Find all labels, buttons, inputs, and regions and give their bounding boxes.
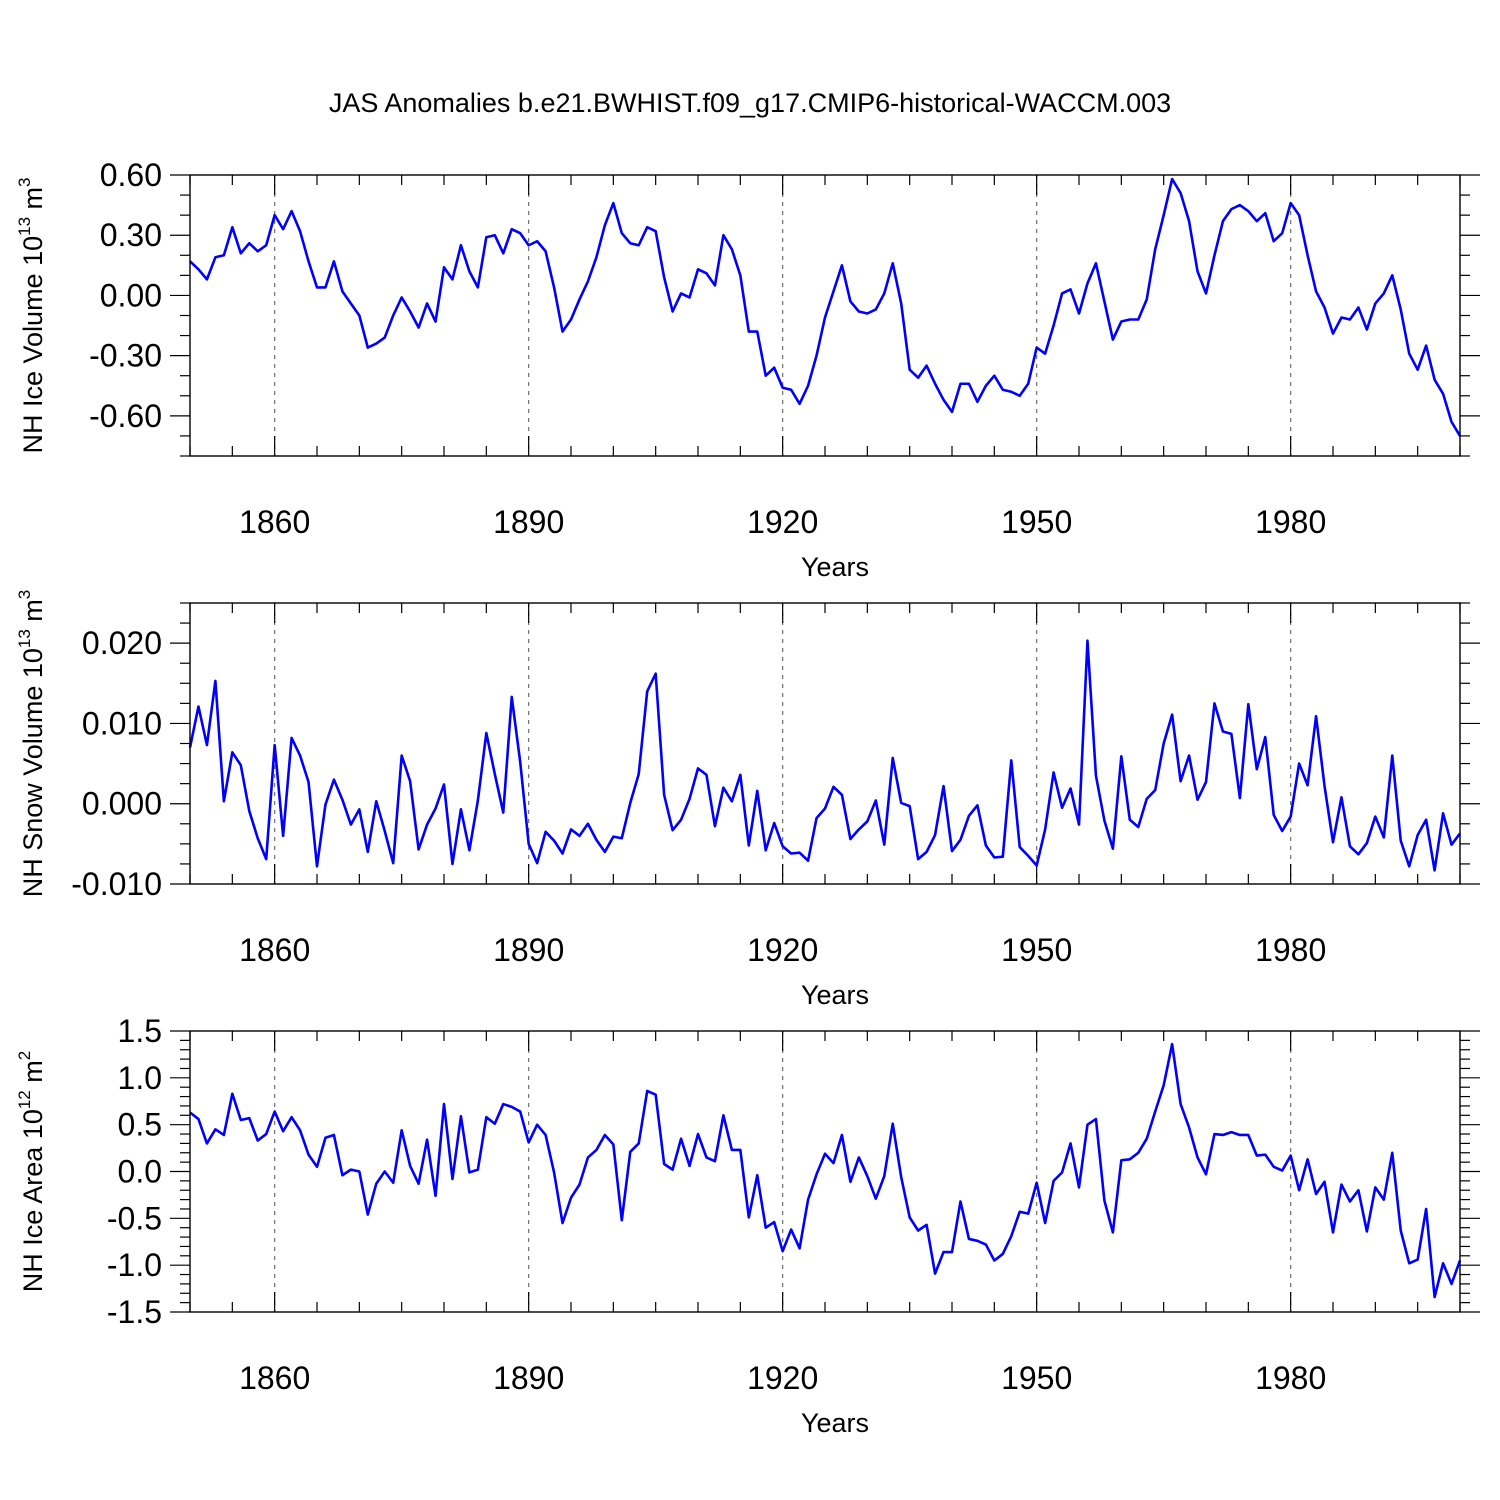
y-axis-title: NH Ice Area 1012 m2 xyxy=(15,1051,48,1292)
y-axis-title-unit-exponent: 3 xyxy=(15,178,34,187)
x-tick-label: 1920 xyxy=(747,932,818,968)
x-tick-label: 1890 xyxy=(493,932,564,968)
y-axis-title-unit-exponent: 3 xyxy=(15,590,34,599)
y-tick-label: 0.000 xyxy=(82,786,162,822)
y-axis-title: NH Ice Volume 1013 m3 xyxy=(15,178,48,454)
y-tick-label: 1.0 xyxy=(118,1060,162,1096)
y-axis-title-exponent: 12 xyxy=(15,1090,34,1109)
x-tick-label: 1860 xyxy=(239,1360,310,1396)
x-tick-label: 1860 xyxy=(239,932,310,968)
x-tick-label: 1860 xyxy=(239,504,310,540)
x-tick-label: 1920 xyxy=(747,504,818,540)
panel-snow-volume: 0.020 0.010 0.000 -0.010 1860 1890 1920 1950 198… xyxy=(15,590,1480,1010)
y-axis-title: NH Snow Volume 1013 m3 xyxy=(15,590,48,898)
y-tick-label: 0.00 xyxy=(100,277,162,313)
y-tick-label: -0.30 xyxy=(89,338,162,374)
y-tick-label: 0.60 xyxy=(100,157,162,193)
x-axis-title: Years xyxy=(801,1408,869,1438)
y-axis-title-exponent: 13 xyxy=(15,629,34,648)
y-tick-label: 0.0 xyxy=(118,1154,162,1190)
panel-ice-volume: 0.60 0.30 0.00 -0.30 -0.60 1860 1890 1920 1950 19… xyxy=(15,157,1480,582)
series-line-nh-ice-volume xyxy=(189,177,1462,437)
y-tick-label: 1.5 xyxy=(118,1013,162,1049)
y-tick-label: -0.010 xyxy=(71,866,162,902)
x-axis-title: Years xyxy=(801,552,869,582)
y-tick-label: -0.5 xyxy=(107,1200,162,1236)
x-tick-label: 1920 xyxy=(747,1360,818,1396)
y-tick-label: 0.020 xyxy=(82,625,162,661)
plot-frame xyxy=(189,1030,1461,1313)
x-tick-label: 1890 xyxy=(493,504,564,540)
y-tick-label: -0.60 xyxy=(89,398,162,434)
y-axis-title-main: NH Ice Volume 10 xyxy=(18,236,48,454)
plot-frame xyxy=(189,602,1461,885)
plot-frame xyxy=(189,174,1461,457)
y-axis-title-unit: m xyxy=(18,599,48,629)
y-axis-title-unit: m xyxy=(18,187,48,217)
y-axis-title-unit-exponent: 2 xyxy=(15,1051,34,1060)
x-tick-label: 1980 xyxy=(1255,504,1326,540)
x-tick-label: 1980 xyxy=(1255,1360,1326,1396)
series-line-nh-ice-area xyxy=(189,1042,1462,1299)
y-axis-title-main: NH Ice Area 10 xyxy=(18,1109,48,1292)
x-tick-label: 1950 xyxy=(1001,932,1072,968)
series-line-nh-snow-volume xyxy=(188,639,1462,872)
x-axis-title: Years xyxy=(801,980,869,1010)
y-tick-label: -1.5 xyxy=(107,1294,162,1330)
y-tick-label: -1.0 xyxy=(107,1247,162,1283)
x-tick-label: 1950 xyxy=(1001,504,1072,540)
y-axis-title-exponent: 13 xyxy=(15,217,34,236)
y-tick-label: 0.010 xyxy=(82,705,162,741)
y-tick-label: 0.30 xyxy=(100,217,162,253)
x-tick-label: 1950 xyxy=(1001,1360,1072,1396)
x-tick-label: 1980 xyxy=(1255,932,1326,968)
x-tick-label: 1890 xyxy=(493,1360,564,1396)
y-axis-title-main: NH Snow Volume 10 xyxy=(18,648,48,897)
chart-title: JAS Anomalies b.e21.BWHIST.f09_g17.CMIP6… xyxy=(329,88,1171,118)
y-tick-label: 0.5 xyxy=(118,1107,162,1143)
y-axis-title-unit: m xyxy=(18,1060,48,1090)
panel-ice-area: 1.5 1.0 0.5 0.0 -0.5 -1.0 -1.5 1860 1890 1920 1950… xyxy=(15,1013,1480,1438)
